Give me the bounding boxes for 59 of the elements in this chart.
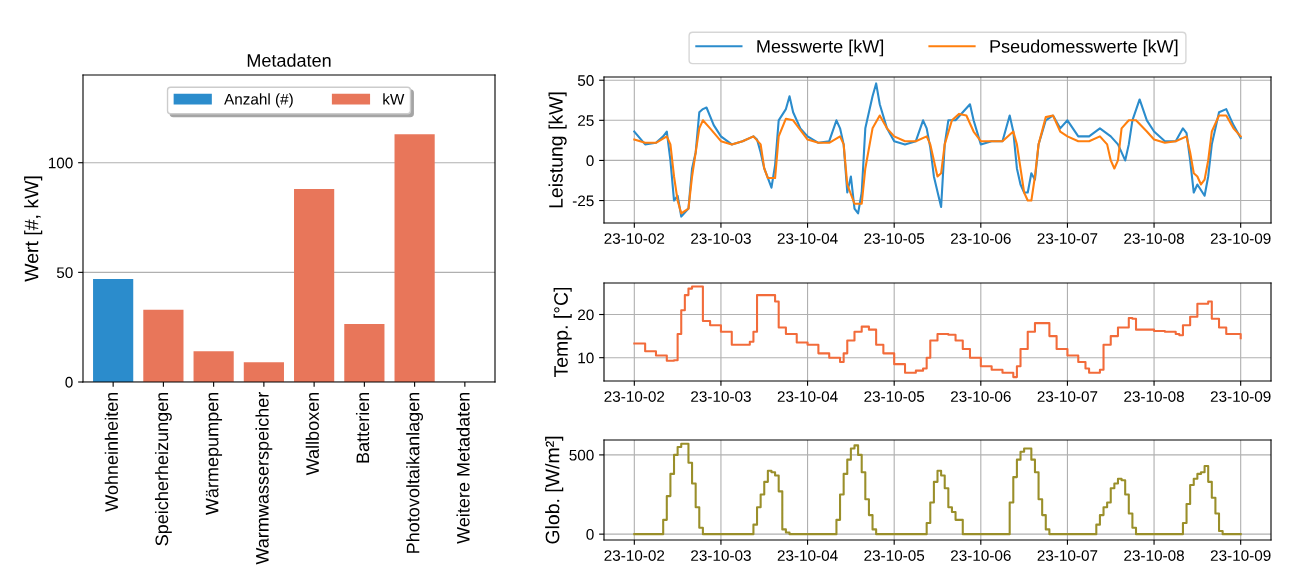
y-axis-title: Temp. [°C] — [553, 287, 572, 378]
x-tick-label: 23-10-05 — [864, 550, 925, 561]
x-tick-label: 23-10-09 — [1210, 550, 1271, 561]
y-axis-title: Wert [#, kW] — [24, 176, 43, 282]
x-tick-label: Wohneinheiten — [104, 392, 118, 512]
x-tick-label: 23-10-04 — [777, 233, 838, 244]
y-tick-label: -25 — [572, 195, 594, 207]
y-tick-label: 100 — [48, 157, 73, 169]
y-axis-title: Glob. [W/m²] — [545, 436, 564, 544]
x-tick-label: 23-10-05 — [864, 233, 925, 244]
bar — [243, 362, 284, 382]
x-tick-label: 23-10-07 — [1037, 233, 1098, 244]
x-tick-label: Photovoltaikanlagen — [406, 392, 424, 553]
bar — [193, 351, 234, 382]
x-tick-label: Weitere Metadaten — [456, 392, 470, 544]
x-tick-label: 23-10-07 — [1037, 391, 1098, 402]
x-tick-label: 23-10-03 — [691, 550, 751, 561]
y-tick-label: 0 — [586, 529, 594, 540]
x-tick-label: 23-10-09 — [1210, 391, 1271, 402]
x-tick-label: Wärmepumpen — [205, 392, 223, 516]
bar — [394, 134, 435, 382]
bar — [344, 323, 385, 382]
x-tick-label: 23-10-04 — [777, 550, 838, 561]
x-tick-label: 23-10-05 — [864, 391, 925, 402]
y-tick-label: 0 — [65, 376, 73, 388]
x-tick-label: Wallboxen — [305, 392, 319, 476]
bar — [294, 189, 335, 382]
y-tick-label: 500 — [569, 449, 594, 461]
x-tick-label: 23-10-02 — [604, 233, 665, 244]
x-tick-label: 23-10-08 — [1124, 550, 1184, 561]
x-tick-label: 23-10-08 — [1124, 233, 1184, 244]
x-tick-label: 23-10-02 — [604, 391, 665, 402]
legend-label: kW — [383, 93, 405, 105]
legend-label: Messwerte [kW] — [757, 39, 884, 57]
x-tick-label: Speicherheizungen — [154, 392, 172, 546]
y-tick-label: 0 — [586, 155, 594, 167]
x-tick-label: 23-10-04 — [777, 391, 838, 402]
x-tick-label: 23-10-06 — [951, 233, 1011, 244]
bar — [143, 309, 184, 382]
y-tick-label: 50 — [56, 267, 73, 279]
bar — [93, 278, 134, 382]
y-tick-label: 25 — [578, 115, 594, 126]
legend-label: Anzahl (#) — [224, 93, 293, 108]
legend-label: Pseudomesswerte [kW] — [990, 39, 1178, 57]
chart-title: Metadaten — [247, 53, 331, 67]
x-tick-label: Batterien — [355, 392, 370, 463]
x-tick-label: 23-10-02 — [604, 550, 665, 561]
x-tick-label: 23-10-08 — [1124, 391, 1184, 402]
y-tick-label: 20 — [578, 309, 594, 321]
x-tick-label: 23-10-03 — [691, 233, 751, 244]
x-tick-label: 23-10-06 — [951, 550, 1011, 561]
x-tick-label: Warmwasserspeicher — [255, 392, 273, 565]
x-tick-label: 23-10-09 — [1210, 233, 1271, 244]
y-tick-label: 50 — [577, 75, 594, 86]
y-tick-label: 10 — [578, 352, 594, 364]
x-tick-label: 23-10-06 — [951, 391, 1011, 402]
y-axis-title: Leistung [kW] — [548, 92, 567, 208]
x-tick-label: 23-10-03 — [691, 391, 751, 402]
x-tick-label: 23-10-07 — [1037, 550, 1098, 561]
